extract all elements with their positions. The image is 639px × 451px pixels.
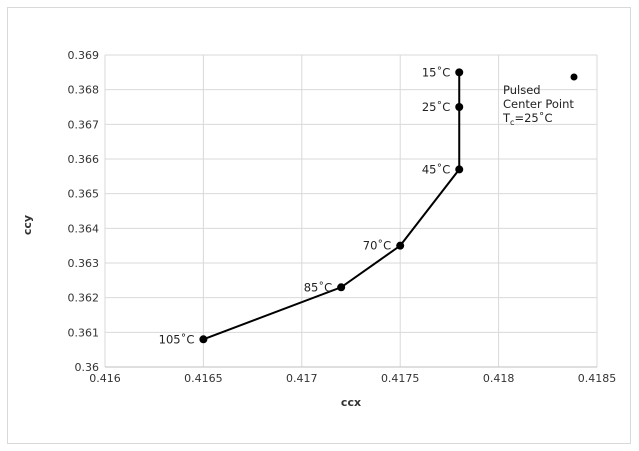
data-point — [199, 335, 208, 344]
data-label: 15˚C — [422, 64, 450, 79]
y-tick-label: 0.361 — [68, 326, 100, 339]
y-axis-ticks: 0.36 0.361 0.362 0.363 0.364 0.365 0.366 0.367 0… — [68, 49, 100, 374]
y-tick-label: 0.369 — [68, 49, 100, 62]
y-tick-label: 0.362 — [68, 292, 100, 305]
data-point — [455, 103, 464, 111]
legend-marker — [570, 73, 578, 81]
data-label: 45˚C — [422, 161, 450, 176]
legend-line-3: Tc=25˚C — [502, 110, 553, 127]
data-label: 85˚C — [304, 279, 332, 294]
y-tick-label: 0.368 — [68, 84, 100, 97]
x-tick-label: 0.417 — [286, 372, 318, 385]
x-axis-title: ccx — [341, 396, 361, 409]
data-point — [455, 165, 464, 174]
x-axis-ticks: 0.416 0.4165 0.417 0.4175 0.418 0.4185 — [89, 372, 616, 385]
series-group: 105˚C 85˚C 70˚C 45˚C 25˚C 15˚C — [159, 64, 464, 346]
series-line — [203, 72, 461, 341]
data-label: 25˚C — [422, 99, 450, 114]
data-point — [337, 283, 346, 292]
x-tick-label: 0.4175 — [381, 372, 420, 385]
grid — [104, 54, 598, 368]
x-tick-label: 0.416 — [89, 372, 121, 385]
y-tick-label: 0.367 — [68, 118, 100, 131]
x-tick-label: 0.418 — [483, 372, 515, 385]
legend-line-3-sub: c — [510, 118, 514, 127]
legend: Pulsed Center Point Tc=25˚C — [502, 73, 578, 127]
chart-frame: 0.36 0.361 0.362 0.363 0.364 0.365 0.366 0.367 0… — [7, 7, 631, 444]
legend-line-3-suffix: =25˚C — [514, 110, 552, 125]
legend-line-3-prefix: T — [502, 111, 511, 125]
x-tick-label: 0.4165 — [184, 372, 223, 385]
chart: 0.36 0.361 0.362 0.363 0.364 0.365 0.366 0.367 0… — [21, 49, 616, 409]
data-label: 70˚C — [363, 238, 391, 253]
y-axis-title: ccy — [21, 215, 34, 235]
legend-line-2: Center Point — [503, 97, 574, 111]
y-tick-label: 0.365 — [68, 188, 100, 201]
y-tick-label: 0.36 — [75, 361, 100, 374]
legend-line-1: Pulsed — [503, 83, 541, 97]
y-tick-label: 0.366 — [68, 153, 100, 166]
data-point — [396, 241, 405, 250]
y-tick-label: 0.364 — [68, 222, 100, 235]
data-point — [455, 68, 464, 77]
x-tick-label: 0.4185 — [578, 372, 617, 385]
y-tick-label: 0.363 — [68, 257, 100, 270]
data-label: 105˚C — [159, 331, 195, 346]
